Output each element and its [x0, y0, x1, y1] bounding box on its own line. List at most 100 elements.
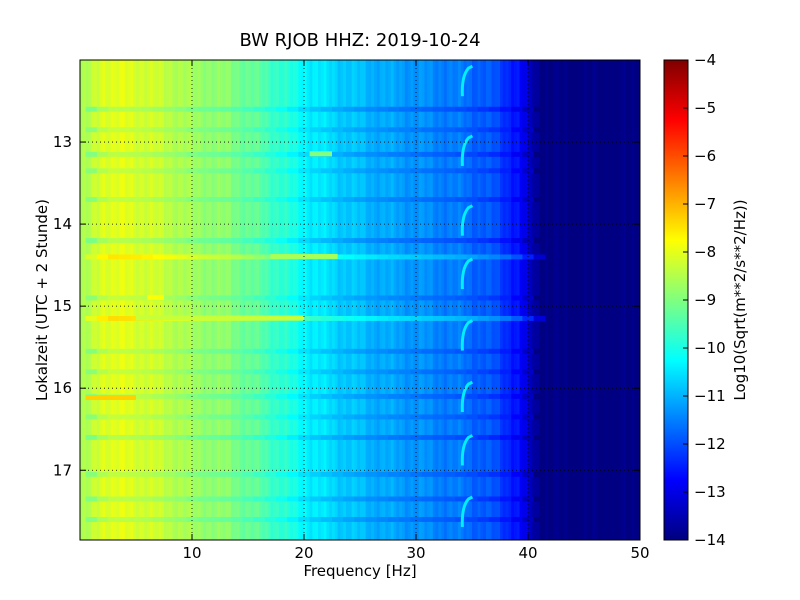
noise-band-segment — [85, 434, 98, 440]
noise-band-segment — [388, 496, 400, 502]
heatmap-column — [612, 60, 616, 540]
noise-band-segment — [119, 348, 131, 354]
noise-band-segment — [253, 295, 266, 301]
noise-band-segment — [186, 369, 199, 375]
heatmap-column — [617, 60, 621, 540]
noise-band-segment — [343, 434, 355, 440]
noise-band-segment — [455, 127, 467, 133]
noise-band-segment — [141, 496, 154, 502]
noise-band-segment — [488, 238, 501, 243]
noise-band-segment — [522, 369, 535, 375]
heatmap-column — [626, 60, 630, 540]
noise-band-segment — [421, 348, 434, 354]
noise-band-segment — [365, 517, 378, 522]
noise-band-segment — [231, 151, 243, 157]
noise-band-segment — [399, 369, 411, 375]
noise-band-segment — [466, 254, 479, 260]
periodic-signal-mark — [460, 204, 474, 236]
noise-band-segment — [309, 393, 322, 399]
noise-band-segment — [466, 393, 479, 399]
noise-band-segment — [511, 254, 523, 260]
x-tick-label: 10 — [182, 544, 201, 562]
noise-band-segment — [432, 496, 445, 502]
noise-band-segment — [96, 496, 109, 502]
noise-band-segment — [152, 197, 165, 202]
noise-band-segment — [432, 168, 445, 174]
x-tick-label: 40 — [518, 544, 537, 562]
noise-band-segment — [332, 316, 344, 321]
noise-band-segment — [533, 414, 546, 420]
noise-band-segment — [276, 295, 288, 301]
noise-band-segment — [108, 254, 120, 260]
noise-band-segment — [511, 517, 523, 522]
noise-band-segment — [164, 295, 176, 301]
colorbar-tick-label: −13 — [694, 483, 726, 501]
noise-band-segment — [96, 295, 109, 301]
noise-band-segment — [85, 369, 98, 375]
noise-band-segment — [488, 471, 501, 477]
noise-band-segment — [511, 197, 523, 202]
noise-band-segment — [208, 106, 221, 112]
noise-band-segment — [399, 517, 411, 522]
noise-band-segment — [108, 151, 120, 157]
grid-lines — [80, 60, 640, 540]
noise-band-segment — [488, 369, 501, 375]
noise-band-segment — [141, 254, 154, 260]
noise-band-segment — [376, 496, 389, 502]
noise-band-segment — [488, 393, 501, 399]
noise-band-segment — [500, 496, 512, 502]
noise-band-segment — [119, 369, 131, 375]
noise-band-segment — [175, 168, 187, 174]
noise-band-segment — [432, 414, 445, 420]
noise-band-segment — [231, 168, 243, 174]
noise-band-segment — [421, 414, 434, 420]
noise-band-segment — [152, 517, 165, 522]
noise-band-segment — [220, 106, 232, 112]
noise-band-segment — [141, 238, 154, 243]
noise-band-segment — [309, 414, 322, 420]
noise-band-segment — [421, 434, 434, 440]
heatmap-column — [553, 60, 557, 540]
noise-band-segment — [444, 434, 456, 440]
noise-band-segment — [85, 238, 98, 243]
noise-band-segment — [432, 127, 445, 133]
noise-band-segment — [466, 316, 479, 321]
noise-band-segment — [220, 151, 232, 157]
noise-band-segment — [253, 393, 266, 399]
noise-band-segment — [477, 151, 490, 157]
noise-band-segment — [432, 316, 445, 321]
noise-band-segment — [511, 295, 523, 301]
noise-band-segment — [354, 471, 367, 477]
noise-band-segment — [488, 517, 501, 522]
noise-band-segment — [220, 369, 232, 375]
noise-band-segment — [533, 434, 546, 440]
noise-band-segment — [141, 127, 154, 133]
spectral-line-feature — [85, 395, 136, 401]
noise-band-segment — [298, 496, 311, 502]
noise-band-segment — [432, 393, 445, 399]
noise-band-segment — [376, 127, 389, 133]
noise-band-segment — [208, 127, 221, 133]
noise-band-segment — [432, 238, 445, 243]
noise-band-segment — [264, 496, 277, 502]
noise-band-segment — [309, 238, 322, 243]
noise-band-segment — [354, 434, 367, 440]
noise-band-segment — [152, 369, 165, 375]
noise-band-segment — [388, 238, 400, 243]
noise-band-segment — [197, 151, 210, 157]
noise-band-segment — [343, 254, 355, 260]
noise-band-segment — [108, 316, 120, 321]
noise-band-segment — [444, 151, 456, 157]
noise-band-segment — [376, 316, 389, 321]
noise-band-segment — [96, 127, 109, 133]
noise-band-segment — [175, 393, 187, 399]
noise-band-segment — [365, 254, 378, 260]
noise-band-segment — [130, 197, 143, 202]
noise-band-segment — [264, 197, 277, 202]
noise-band-segment — [332, 496, 344, 502]
noise-band-segment — [141, 168, 154, 174]
noise-band-segment — [500, 517, 512, 522]
noise-band-segment — [421, 254, 434, 260]
noise-band-segment — [488, 496, 501, 502]
